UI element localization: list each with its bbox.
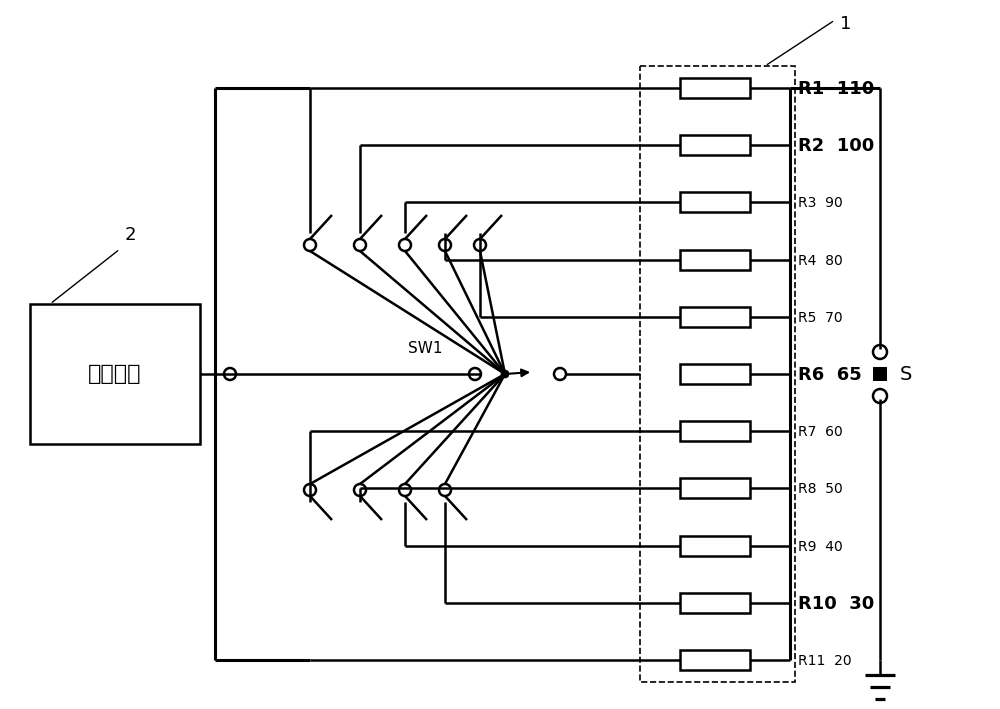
Bar (680, 421, 750, 441)
Text: R3  90: R3 90 (798, 196, 843, 211)
Bar (680, 78, 750, 98)
Text: R4  80: R4 80 (798, 254, 843, 267)
Bar (30, 304, 200, 444)
Text: R2  100: R2 100 (798, 138, 874, 155)
Text: R9  40: R9 40 (798, 540, 843, 554)
Bar (680, 250, 750, 269)
Text: 1: 1 (840, 15, 851, 33)
Bar (680, 135, 750, 155)
Text: R6  65: R6 65 (798, 366, 862, 384)
Bar (680, 650, 750, 670)
Text: SW1: SW1 (408, 341, 442, 356)
Bar (680, 479, 750, 498)
Text: R10  30: R10 30 (798, 595, 874, 613)
Bar (680, 364, 750, 384)
Bar (640, 66, 795, 682)
Text: R5  70: R5 70 (798, 311, 843, 325)
Text: S: S (900, 364, 912, 384)
Text: 标定电源: 标定电源 (88, 364, 142, 384)
Text: R7  60: R7 60 (798, 425, 843, 439)
Text: R11  20: R11 20 (798, 654, 852, 668)
Bar (680, 307, 750, 327)
Bar (680, 593, 750, 613)
Text: 2: 2 (125, 226, 136, 244)
Circle shape (501, 370, 509, 378)
Text: R1  110: R1 110 (798, 80, 874, 98)
Text: R8  50: R8 50 (798, 482, 843, 496)
Bar (680, 535, 750, 556)
Bar (873, 367, 887, 381)
Bar (680, 192, 750, 213)
